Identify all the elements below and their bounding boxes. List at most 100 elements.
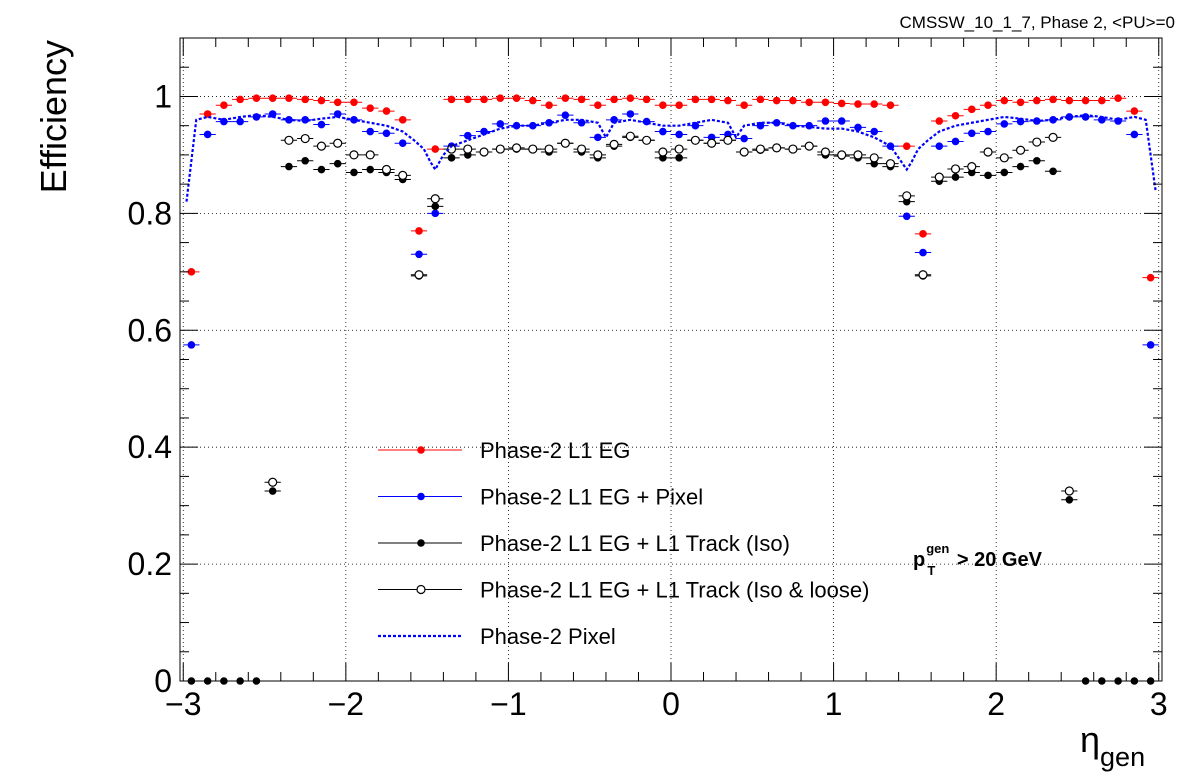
data-point	[755, 144, 766, 154]
data-point	[1015, 145, 1026, 155]
x-tick-label: 0	[662, 686, 680, 722]
data-point	[610, 95, 618, 104]
data-point	[268, 94, 277, 103]
data-point	[951, 173, 960, 181]
data-point	[382, 129, 391, 138]
data-point	[609, 139, 619, 149]
data-point	[967, 162, 977, 172]
data-point	[463, 131, 472, 140]
data-point	[1065, 113, 1074, 121]
data-point	[317, 96, 326, 105]
x-tick-label: −3	[165, 686, 201, 722]
data-point	[658, 147, 668, 157]
data-point	[431, 145, 440, 153]
data-point	[886, 101, 895, 110]
data-point	[999, 153, 1009, 163]
data-point	[576, 144, 587, 154]
legend: Phase-2 L1 EG Phase-2 L1 EG + Pixel Phase-…	[378, 438, 869, 649]
pt-superscript: gen	[926, 541, 949, 556]
data-point	[350, 98, 358, 107]
legend-label: Phase-2 L1 EG + Pixel	[480, 485, 703, 510]
data-point	[1000, 120, 1009, 128]
data-point	[415, 250, 423, 259]
data-point	[203, 130, 212, 139]
data-point	[480, 95, 488, 104]
data-point	[593, 150, 603, 160]
data-point	[1000, 168, 1009, 177]
data-point	[544, 144, 554, 154]
data-point	[772, 96, 781, 105]
data-point	[495, 144, 505, 154]
series-0	[183, 94, 1159, 282]
header-label: CMSSW_10_1_7, Phase 2, <PU>=0	[900, 13, 1175, 32]
data-point	[333, 98, 342, 107]
data-point	[837, 150, 847, 160]
data-point	[1049, 167, 1057, 176]
legend-label: Phase-2 L1 EG	[480, 438, 630, 463]
data-point	[398, 139, 407, 148]
data-point	[788, 144, 798, 154]
x-tick-label: 3	[1150, 686, 1168, 722]
data-point	[642, 135, 652, 145]
data-point	[837, 99, 846, 108]
y-tick-label: 0.2	[128, 546, 172, 582]
x-tick-label: 1	[825, 686, 843, 722]
data-point	[854, 100, 862, 108]
data-point	[950, 164, 961, 174]
data-point	[870, 127, 879, 136]
data-point	[707, 138, 717, 148]
y-tick-label: 0.8	[128, 195, 172, 231]
data-point	[479, 147, 489, 157]
data-point	[1065, 96, 1074, 105]
data-point	[642, 95, 651, 104]
data-point	[690, 135, 700, 145]
data-point	[1016, 98, 1025, 107]
data-point	[739, 147, 749, 157]
data-point	[625, 131, 635, 141]
axis-ticks: −3 −2 −1 0 1 2 3 0 0.2 0.4 0.6 0.8 1	[128, 37, 1168, 722]
data-point	[724, 96, 732, 105]
data-point	[984, 101, 992, 110]
pt-cut-annotation: pgen T > 20 GeV	[913, 541, 1043, 578]
legend-marker	[417, 492, 425, 501]
legend-label: Phase-2 Pixel	[480, 624, 616, 649]
data-point	[934, 172, 944, 182]
data-point	[1146, 273, 1155, 282]
data-point	[365, 150, 375, 160]
data-point	[659, 101, 667, 110]
data-point	[1016, 162, 1025, 171]
data-point	[350, 168, 358, 177]
x-axis-label: ηgen	[1080, 719, 1145, 772]
data-point	[1146, 341, 1155, 349]
data-point	[316, 141, 327, 151]
data-point	[528, 144, 538, 154]
data-point	[577, 95, 586, 104]
data-point	[333, 110, 342, 118]
data-point	[740, 101, 748, 110]
data-point	[366, 104, 375, 112]
data-point	[967, 129, 976, 138]
data-point	[430, 194, 440, 204]
data-point	[414, 270, 424, 280]
data-point	[560, 138, 570, 148]
legend-entry-4: Phase-2 Pixel	[378, 624, 616, 649]
legend-marker	[416, 584, 426, 595]
data-point	[675, 101, 683, 110]
data-point	[626, 94, 635, 103]
data-point	[561, 111, 570, 119]
data-point	[1114, 94, 1122, 103]
data-point	[935, 117, 944, 125]
data-point	[480, 127, 488, 136]
data-point	[398, 116, 407, 124]
data-point	[756, 95, 765, 104]
x-axis-label-sub: gen	[1100, 742, 1145, 772]
data-point	[300, 133, 310, 144]
data-point	[1065, 495, 1074, 504]
data-point	[285, 162, 293, 171]
data-point	[675, 130, 683, 139]
data-point	[805, 98, 813, 107]
y-axis-label: Efficiency	[33, 40, 74, 193]
data-point	[545, 101, 553, 110]
data-point	[983, 147, 993, 157]
data-point	[1049, 95, 1057, 104]
